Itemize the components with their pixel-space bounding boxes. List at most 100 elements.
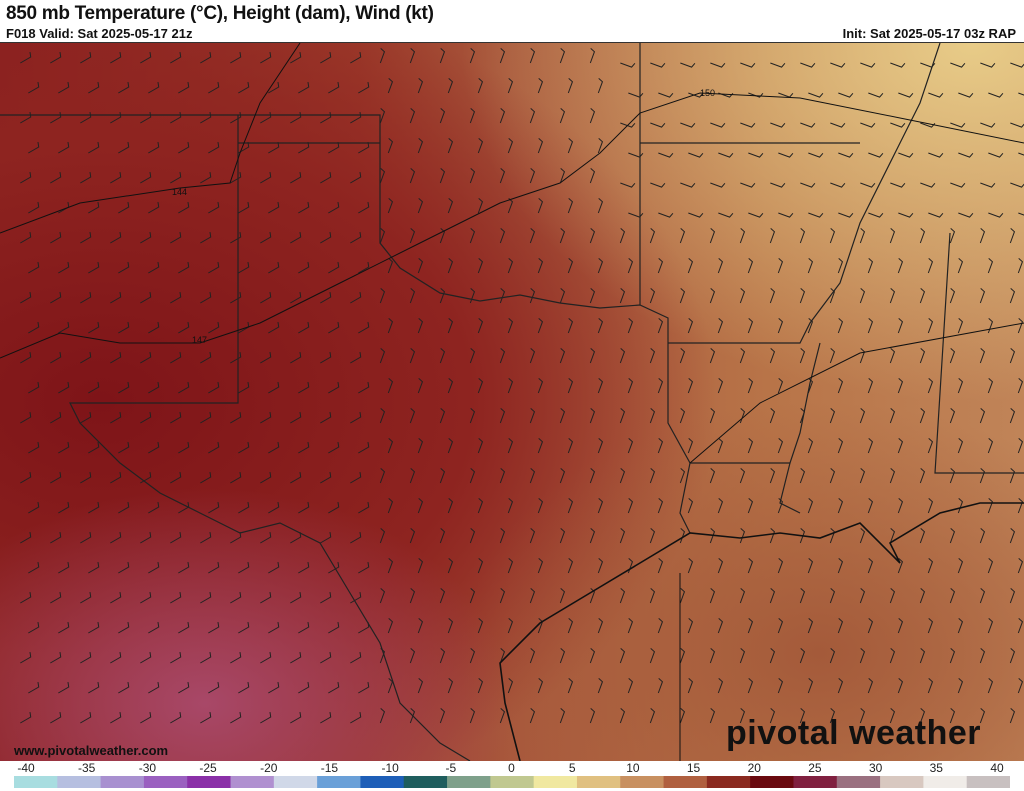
wind-barb — [350, 591, 362, 604]
wind-barb — [957, 678, 964, 694]
wind-barb — [148, 201, 160, 214]
wind-barb — [748, 152, 764, 158]
wind-barb — [920, 182, 936, 188]
wind-barb — [889, 348, 896, 364]
wind-barb — [739, 348, 746, 364]
wind-barb — [747, 258, 754, 274]
wind-barb — [290, 291, 302, 304]
wind-barb — [739, 468, 746, 484]
wind-barb — [499, 588, 506, 604]
wind-barb — [589, 588, 596, 604]
wind-barb — [808, 92, 824, 98]
wind-barb — [178, 81, 190, 94]
wind-barb — [529, 348, 536, 364]
state-borders — [0, 43, 1024, 761]
wind-barb — [657, 378, 664, 394]
wind-barb — [80, 51, 92, 64]
wind-barb — [919, 288, 926, 304]
wind-barb — [567, 678, 574, 694]
wind-barb — [799, 588, 806, 604]
height-contours — [0, 43, 1024, 761]
wind-barb — [379, 108, 386, 124]
wind-barb — [529, 588, 536, 604]
wind-barb — [28, 201, 40, 214]
wind-barb — [597, 618, 604, 634]
wind-barb — [320, 171, 332, 184]
wind-barb — [889, 468, 896, 484]
wind-barb — [747, 678, 754, 694]
colorbar-swatch — [143, 776, 188, 788]
wind-barb — [567, 78, 574, 94]
wind-barb — [118, 261, 130, 274]
wind-barb — [619, 408, 626, 424]
wind-barb — [739, 228, 746, 244]
wind-barb — [140, 531, 152, 544]
wind-barb — [927, 258, 934, 274]
wind-barb — [88, 321, 100, 334]
wind-barb — [88, 441, 100, 454]
colorbar-swatch — [706, 776, 751, 788]
wind-barb — [260, 351, 272, 364]
wind-barb — [589, 408, 596, 424]
wind-barb — [829, 528, 836, 544]
colorbar-swatch — [100, 776, 145, 788]
wind-barb — [709, 528, 716, 544]
wind-barb — [439, 468, 446, 484]
wind-barb — [1017, 438, 1024, 454]
wind-barb — [928, 152, 944, 158]
wind-barb — [589, 648, 596, 664]
wind-barb — [208, 201, 220, 214]
wind-barb — [799, 648, 806, 664]
wind-barb — [627, 258, 634, 274]
wind-barb — [298, 441, 310, 454]
wind-barb — [650, 182, 666, 188]
wind-barb — [80, 351, 92, 364]
wind-barb — [50, 111, 62, 124]
wind-barb — [140, 51, 152, 64]
colorbar-label: 15 — [686, 761, 701, 775]
wind-barb — [409, 48, 416, 64]
wind-barb — [499, 408, 506, 424]
wind-barb — [230, 51, 242, 64]
wind-barb — [88, 501, 100, 514]
wind-barb — [507, 618, 514, 634]
wind-barb — [627, 618, 634, 634]
wind-barb — [927, 558, 934, 574]
wind-barb — [417, 438, 424, 454]
wind-barb — [20, 471, 32, 484]
wind-barb — [679, 348, 686, 364]
wind-barb — [178, 621, 190, 634]
wind-barb — [28, 381, 40, 394]
wind-barb — [28, 621, 40, 634]
wind-barb — [208, 381, 220, 394]
wind-barb — [469, 348, 476, 364]
wind-barb — [477, 258, 484, 274]
wind-barb — [379, 528, 386, 544]
wind-barb — [328, 381, 340, 394]
wind-barb — [230, 651, 242, 664]
wind-barb — [537, 678, 544, 694]
colorbar-swatch — [620, 776, 665, 788]
colorbar-label: 25 — [808, 761, 822, 775]
wind-barb — [949, 588, 956, 604]
wind-barb — [200, 351, 212, 364]
wind-barb — [889, 528, 896, 544]
wind-barb — [890, 122, 906, 128]
wind-barb — [148, 501, 160, 514]
wind-barb — [687, 258, 694, 274]
wind-barb — [619, 648, 626, 664]
wind-barb — [409, 108, 416, 124]
wind-barb — [679, 708, 686, 724]
wind-barb — [88, 261, 100, 274]
wind-barb — [507, 378, 514, 394]
wind-barb — [50, 171, 62, 184]
wind-barb — [807, 618, 814, 634]
wind-barb — [807, 678, 814, 694]
wind-barb — [110, 231, 122, 244]
wind-barb — [499, 528, 506, 544]
wind-barb — [830, 62, 846, 68]
wind-barb — [747, 378, 754, 394]
wind-barb — [20, 231, 32, 244]
colorbar-label: -20 — [260, 761, 278, 775]
wind-barb — [238, 201, 250, 214]
